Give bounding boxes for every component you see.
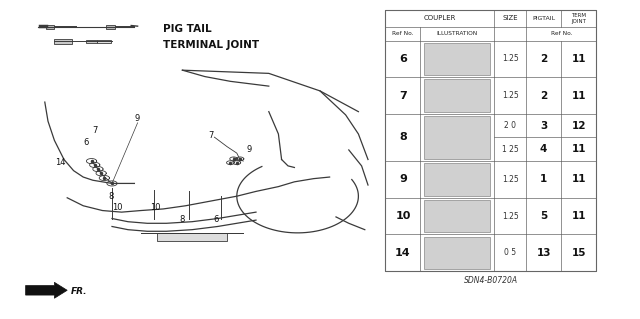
Bar	[86, 40, 97, 43]
Text: 9: 9	[135, 114, 140, 122]
Text: 9: 9	[247, 145, 252, 154]
Bar	[97, 40, 111, 43]
Text: 12: 12	[572, 121, 586, 131]
Text: 13: 13	[536, 248, 551, 258]
Bar	[424, 200, 490, 232]
Polygon shape	[26, 282, 67, 298]
Bar	[424, 43, 490, 75]
Text: Ref No.: Ref No.	[392, 31, 413, 36]
Text: 10: 10	[150, 203, 161, 212]
Bar	[106, 25, 115, 29]
Text: 4: 4	[540, 144, 547, 154]
Text: SIZE: SIZE	[502, 15, 518, 21]
Text: 2: 2	[540, 54, 547, 64]
Text: 1.25: 1.25	[502, 175, 518, 184]
Text: 8: 8	[108, 192, 113, 201]
Text: 10: 10	[112, 203, 122, 212]
Bar	[424, 116, 490, 159]
Text: 6: 6	[84, 138, 89, 147]
Text: 11: 11	[572, 211, 586, 221]
Bar	[424, 163, 490, 196]
Text: 11: 11	[572, 54, 586, 64]
Bar	[54, 39, 72, 44]
Text: 14: 14	[56, 158, 66, 167]
Text: 6: 6	[399, 54, 407, 64]
Text: 10: 10	[395, 211, 411, 221]
Text: 8: 8	[180, 215, 185, 224]
Text: 1.25: 1.25	[502, 211, 518, 221]
Text: 8: 8	[399, 132, 407, 143]
Text: COUPLER: COUPLER	[424, 15, 456, 21]
Text: FR.: FR.	[70, 287, 87, 296]
Text: 11: 11	[572, 174, 586, 184]
Text: 1: 1	[540, 174, 547, 184]
Text: 6: 6	[214, 215, 219, 224]
Text: 1 25: 1 25	[502, 145, 518, 154]
Text: 0 5: 0 5	[504, 248, 516, 257]
Text: 15: 15	[572, 248, 586, 258]
Text: 5: 5	[540, 211, 547, 221]
Text: PIGTAIL: PIGTAIL	[532, 16, 556, 21]
Text: TERMINAL JOINT: TERMINAL JOINT	[163, 40, 259, 50]
Bar	[424, 79, 490, 112]
Text: PIG TAIL: PIG TAIL	[163, 24, 212, 34]
Bar	[385, 10, 596, 271]
Text: 2: 2	[540, 91, 547, 100]
Text: 3: 3	[540, 121, 547, 131]
Text: 11: 11	[572, 91, 586, 100]
Text: 14: 14	[395, 248, 411, 258]
Text: 9: 9	[399, 174, 407, 184]
Bar	[46, 25, 54, 29]
Bar	[157, 233, 227, 241]
Text: 1.25: 1.25	[502, 54, 518, 63]
Text: 2 0: 2 0	[504, 121, 516, 130]
Text: TERM
JOINT: TERM JOINT	[572, 13, 586, 24]
Text: 7: 7	[92, 126, 97, 135]
Text: 7: 7	[399, 91, 407, 100]
Text: ILLUSTRATION: ILLUSTRATION	[436, 31, 478, 36]
Text: SDN4-B0720A: SDN4-B0720A	[464, 276, 518, 285]
Text: 11: 11	[572, 144, 586, 154]
Text: Ref No.: Ref No.	[550, 31, 572, 36]
Text: 1.25: 1.25	[502, 91, 518, 100]
Text: 7: 7	[209, 131, 214, 140]
Bar	[424, 237, 490, 269]
